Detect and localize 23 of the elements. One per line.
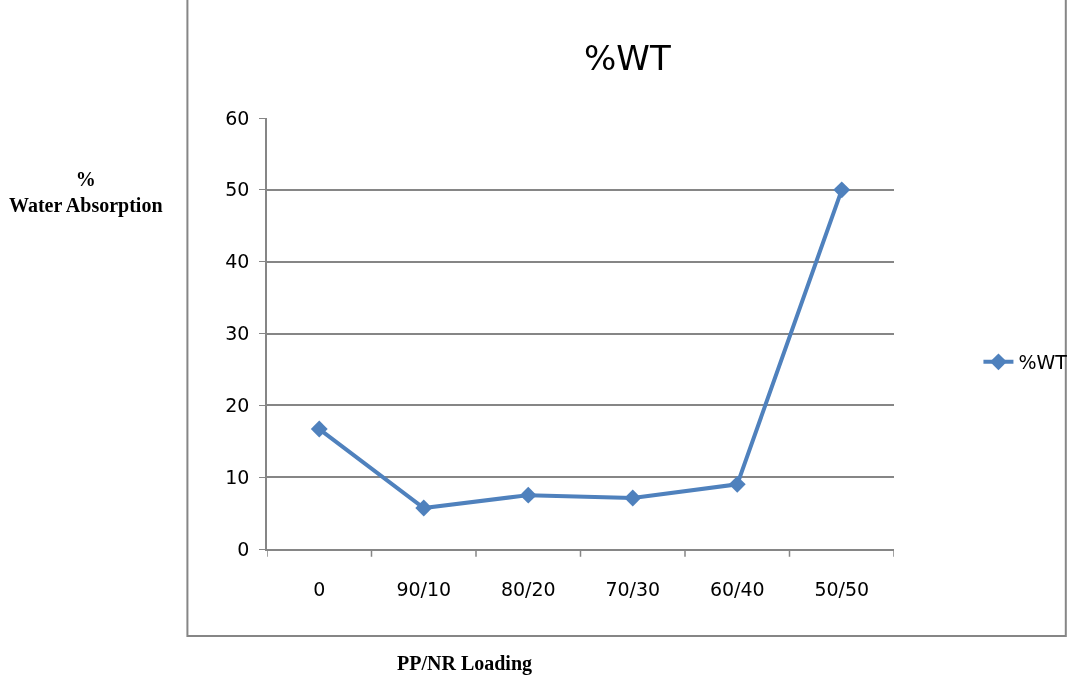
x-tick-label: 80/20 <box>500 577 556 600</box>
chart-title: %WT <box>584 38 671 78</box>
x-tick-label: 50/50 <box>814 577 870 600</box>
point <box>310 420 328 438</box>
point <box>519 486 537 504</box>
y-tick-label: 30 <box>225 322 250 345</box>
y-tick-label: 10 <box>225 465 250 488</box>
point <box>415 499 433 517</box>
x-tick-label: 60/40 <box>709 577 765 600</box>
y-tick-label: 40 <box>225 250 250 273</box>
x-tick-label: 90/10 <box>396 577 452 600</box>
point <box>728 475 746 493</box>
y-tick-label: 50 <box>225 178 250 201</box>
point <box>833 181 851 199</box>
x-tick-label: 0 <box>313 577 326 600</box>
y-tick-label: 20 <box>225 393 250 416</box>
point <box>624 489 642 507</box>
y-tick-label: 60 <box>225 106 250 129</box>
y-axis-title: % Water Absorption <box>9 168 163 217</box>
x-tick-label: 70/30 <box>605 577 661 600</box>
x-axis-title: PP/NR Loading <box>397 652 533 675</box>
legend-label: %WT <box>1018 351 1068 374</box>
y-tick-label: 0 <box>237 537 250 560</box>
